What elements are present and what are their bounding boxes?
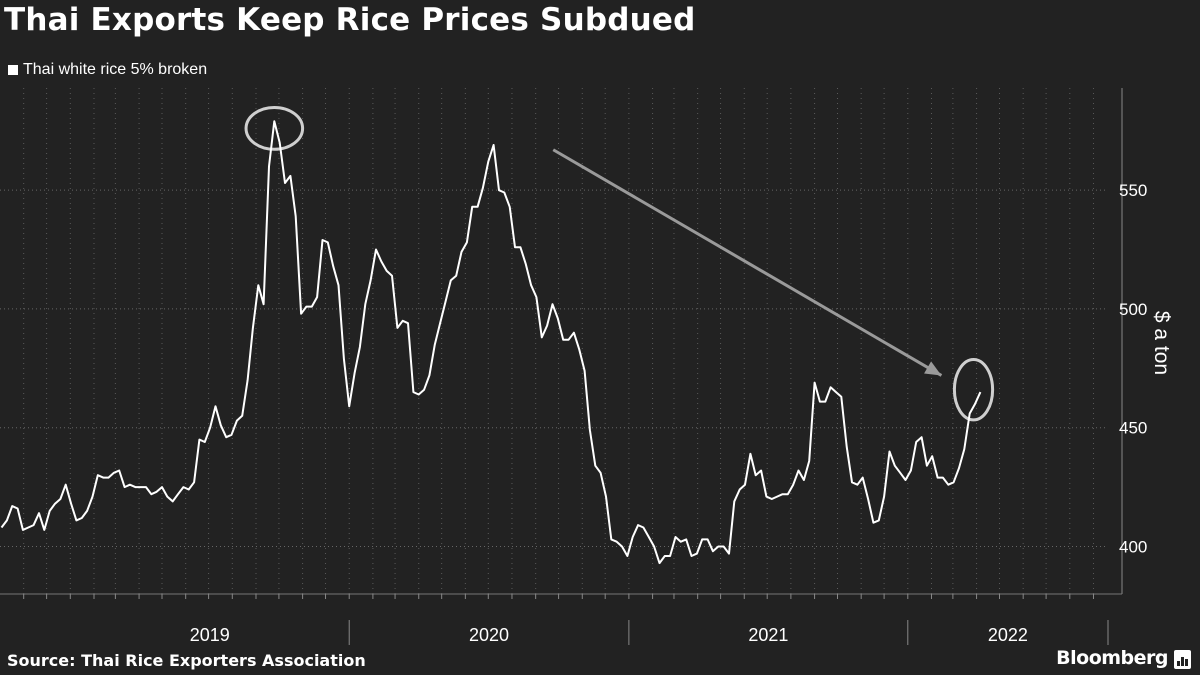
bloomberg-logo: Bloomberg (1056, 647, 1168, 669)
bloomberg-chart-icon (1174, 650, 1191, 669)
year-label-2022: 2022 (988, 625, 1028, 645)
x-year-labels: 2019 2020 2021 2022 (190, 620, 1109, 645)
y-tick-400: 400 (1119, 537, 1147, 556)
legend-label: Thai white rice 5% broken (23, 61, 208, 78)
x-axis-guides (0, 88, 1123, 599)
legend-swatch (8, 65, 18, 75)
annotations (244, 105, 995, 422)
trend-arrow-line (552, 148, 943, 377)
y-tick-550: 550 (1119, 181, 1147, 200)
chart-title: Thai Exports Keep Rice Prices Subdued (4, 2, 696, 38)
year-label-2020: 2020 (469, 625, 509, 645)
year-label-2021: 2021 (748, 625, 788, 645)
price-line (0, 120, 982, 565)
year-label-2019: 2019 (190, 625, 230, 645)
y-tick-450: 450 (1119, 419, 1147, 438)
gridlines (0, 189, 1108, 547)
trend-arrow-head (924, 361, 942, 376)
y-tick-500: 500 (1119, 300, 1147, 319)
y-axis-label: $ a ton (1150, 311, 1173, 375)
legend: Thai white rice 5% broken (8, 61, 207, 79)
highlight-ellipse (244, 105, 305, 151)
y-tick-labels: 400 450 500 550 (1119, 181, 1147, 556)
highlight-ellipse (952, 358, 995, 422)
source-note: Source: Thai Rice Exporters Association (7, 651, 366, 670)
